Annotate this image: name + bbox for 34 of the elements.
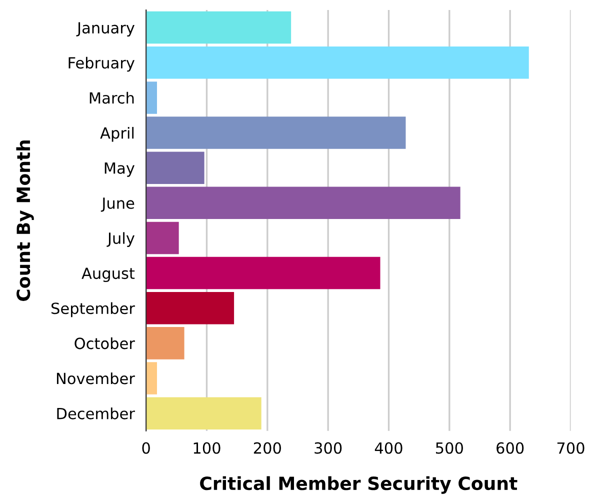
- bar: [146, 362, 157, 394]
- bar: [146, 327, 184, 360]
- y-tick-label: August: [82, 268, 135, 282]
- x-tick-label: 600: [496, 442, 524, 454]
- bar: [146, 11, 292, 44]
- bar: [146, 82, 157, 114]
- y-tick-label: December: [57, 408, 135, 420]
- x-tick-label: 500: [436, 442, 463, 454]
- x-tick-label: 400: [374, 442, 402, 454]
- y-tick-label: July: [106, 232, 135, 247]
- bar: [146, 222, 179, 254]
- x-tick-label: 100: [194, 442, 220, 454]
- y-tick-label: February: [68, 56, 135, 72]
- bar: [146, 397, 262, 430]
- y-tick-label: April: [100, 126, 134, 142]
- y-tick-label: May: [104, 162, 135, 177]
- bar: [146, 152, 204, 184]
- bar: [146, 186, 460, 220]
- x-tick-label: 0: [142, 442, 150, 454]
- y-tick-label: January: [76, 22, 135, 37]
- x-tick-label: 200: [254, 442, 281, 454]
- y-axis-title: Count By Month: [16, 140, 34, 301]
- y-tick-label: November: [56, 372, 135, 384]
- x-tick-label: 700: [557, 442, 584, 454]
- bar: [146, 292, 234, 324]
- x-tick-label: 300: [314, 442, 342, 454]
- bar: [146, 46, 529, 79]
- y-tick-label: June: [100, 198, 134, 212]
- y-tick-label: March: [90, 92, 134, 104]
- x-axis-title: Critical Member Security Count: [200, 476, 518, 494]
- y-tick-label: October: [74, 337, 135, 350]
- y-tick-label: September: [52, 302, 135, 318]
- bar: [146, 256, 380, 290]
- bar: [146, 116, 406, 149]
